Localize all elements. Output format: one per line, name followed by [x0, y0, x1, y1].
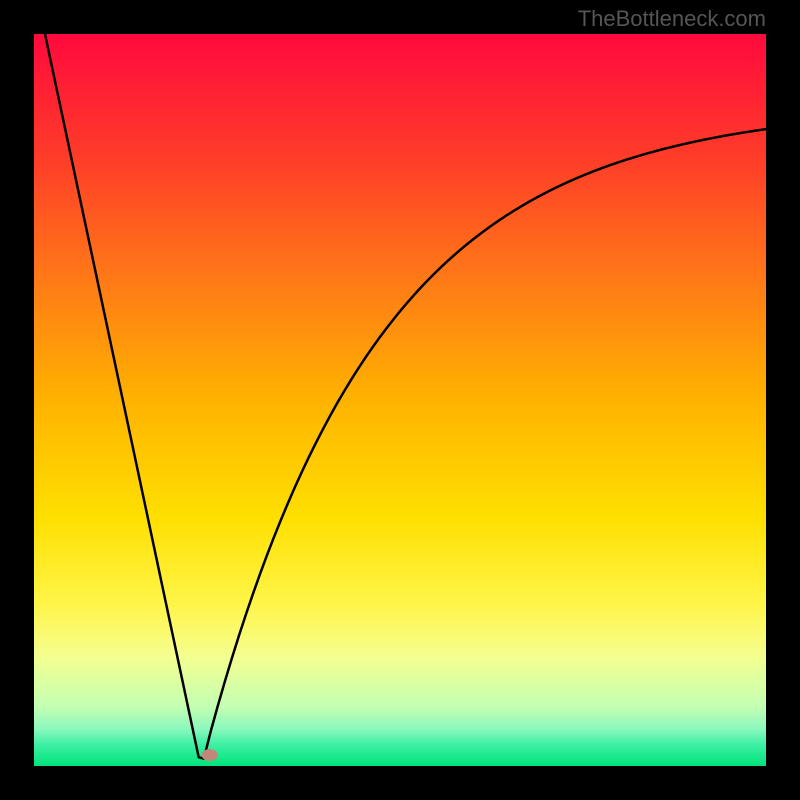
plot-area	[34, 34, 766, 766]
background-gradient	[34, 34, 766, 766]
watermark-label: TheBottleneck.com	[578, 6, 766, 32]
stage: TheBottleneck.com	[0, 0, 800, 800]
